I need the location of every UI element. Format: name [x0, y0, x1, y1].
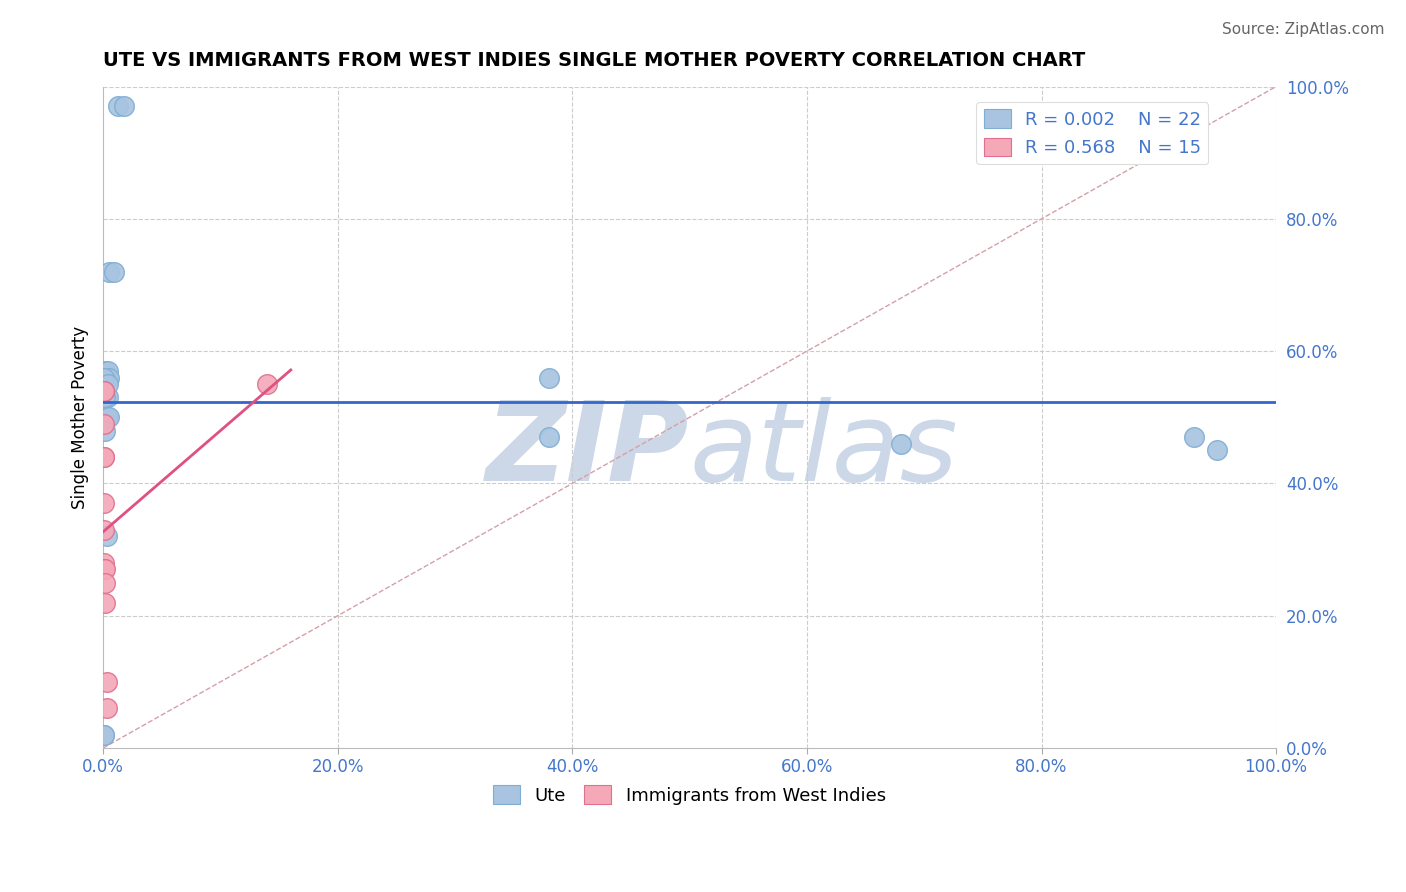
Text: UTE VS IMMIGRANTS FROM WEST INDIES SINGLE MOTHER POVERTY CORRELATION CHART: UTE VS IMMIGRANTS FROM WEST INDIES SINGL…: [103, 51, 1085, 70]
Point: [93, 370, 115, 384]
Text: ZIP: ZIP: [486, 397, 689, 504]
Point: [96, 674, 118, 689]
Point: [96, 410, 118, 425]
Point: [112, 99, 135, 113]
Point: [98, 265, 121, 279]
Text: Source: ZipAtlas.com: Source: ZipAtlas.com: [1222, 22, 1385, 37]
Point: [97, 391, 120, 405]
Point: [1206, 443, 1229, 458]
Point: [93, 384, 115, 398]
Point: [96, 701, 118, 715]
Point: [93, 728, 115, 742]
Point: [97, 377, 120, 392]
Point: [93, 556, 115, 570]
Point: [98, 370, 121, 384]
Point: [94, 391, 117, 405]
Point: [94, 562, 117, 576]
Point: [537, 430, 560, 444]
Point: [890, 436, 912, 450]
Point: [94, 595, 117, 609]
Point: [93, 417, 115, 431]
Point: [93, 496, 115, 510]
Point: [94, 364, 117, 378]
Point: [537, 370, 560, 384]
Point: [93, 523, 115, 537]
Point: [94, 575, 117, 590]
Point: [97, 364, 120, 378]
Text: atlas: atlas: [689, 397, 959, 504]
Point: [96, 529, 118, 543]
Point: [93, 450, 115, 464]
Point: [93, 728, 115, 742]
Point: [93, 562, 115, 576]
Point: [103, 265, 125, 279]
Point: [93, 384, 115, 398]
Point: [93, 450, 115, 464]
Y-axis label: Single Mother Poverty: Single Mother Poverty: [72, 326, 89, 508]
Point: [1182, 430, 1205, 444]
Point: [94, 424, 117, 438]
Legend: Ute, Immigrants from West Indies: Ute, Immigrants from West Indies: [486, 778, 893, 812]
Point: [98, 410, 121, 425]
Point: [107, 99, 129, 113]
Point: [256, 377, 278, 392]
